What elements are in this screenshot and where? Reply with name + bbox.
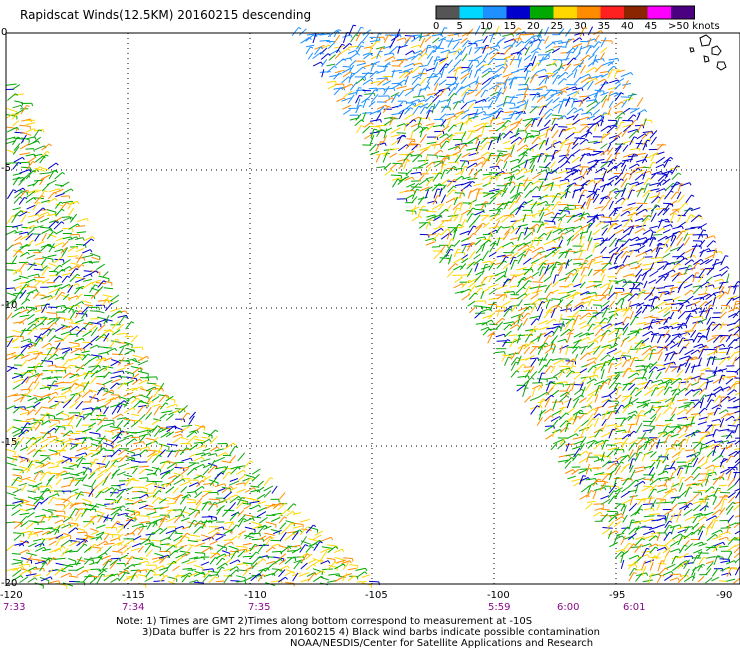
legend-swatch	[600, 6, 624, 19]
legend-label: 20	[527, 21, 540, 32]
lat-lon-grid	[6, 33, 740, 584]
x-tick-110: -110	[244, 590, 267, 601]
legend-label: 30	[574, 21, 587, 32]
x-tick-90: -90	[716, 590, 733, 601]
time-label: 6:01	[623, 602, 646, 613]
x-tick-115: -115	[122, 590, 145, 601]
galapagos-islands	[689, 34, 727, 71]
legend-label: 25	[550, 21, 564, 32]
legend-swatch	[459, 6, 483, 19]
legend-label: 0	[433, 21, 440, 32]
y-tick-10: -10	[1, 300, 18, 311]
y-tick-0: 0	[1, 27, 8, 38]
x-tick-105: -105	[365, 590, 388, 601]
time-label: 7:33	[3, 602, 26, 613]
legend-swatch	[483, 6, 507, 19]
legend-label: 10	[480, 21, 493, 32]
note-line-1: Note: 1) Times are GMT 2)Times along bot…	[116, 616, 533, 627]
chart-title: Rapidscat Winds(12.5KM) 20160215 descend…	[20, 8, 312, 22]
legend-label: 40	[621, 21, 634, 32]
time-label: 5:59	[488, 602, 511, 613]
legend-label: 5	[456, 21, 463, 32]
y-tick-15: -15	[1, 437, 18, 448]
legend-swatch	[506, 6, 530, 19]
wind-speed-legend	[435, 5, 695, 20]
x-tick-100: -100	[487, 590, 510, 601]
note-line-2: 3)Data buffer is 22 hrs from 20160215 4)…	[142, 627, 600, 638]
wind-barbs	[5, 24, 740, 589]
legend-label: >50 knots	[668, 21, 720, 32]
time-label: 6:00	[557, 602, 580, 613]
x-tick-120: -120	[0, 590, 23, 601]
y-tick-20: -20	[1, 578, 18, 589]
x-tick-95: -95	[609, 590, 626, 601]
map-frame	[5, 32, 740, 585]
legend-label: 45	[644, 21, 658, 32]
legend-swatch	[530, 6, 554, 19]
legend-label: 15	[503, 21, 517, 32]
legend-swatch	[553, 6, 577, 19]
time-label: 7:34	[122, 602, 145, 613]
legend-swatch	[671, 6, 695, 19]
legend-label: 35	[597, 21, 611, 32]
y-tick-5: -5	[1, 163, 11, 174]
legend-swatch	[577, 6, 601, 19]
legend-swatch	[647, 6, 671, 19]
legend-swatch	[624, 6, 648, 19]
legend-swatch	[436, 6, 460, 19]
note-line-3: NOAA/NESDIS/Center for Satellite Applica…	[290, 638, 594, 649]
time-label: 7:35	[248, 602, 271, 613]
